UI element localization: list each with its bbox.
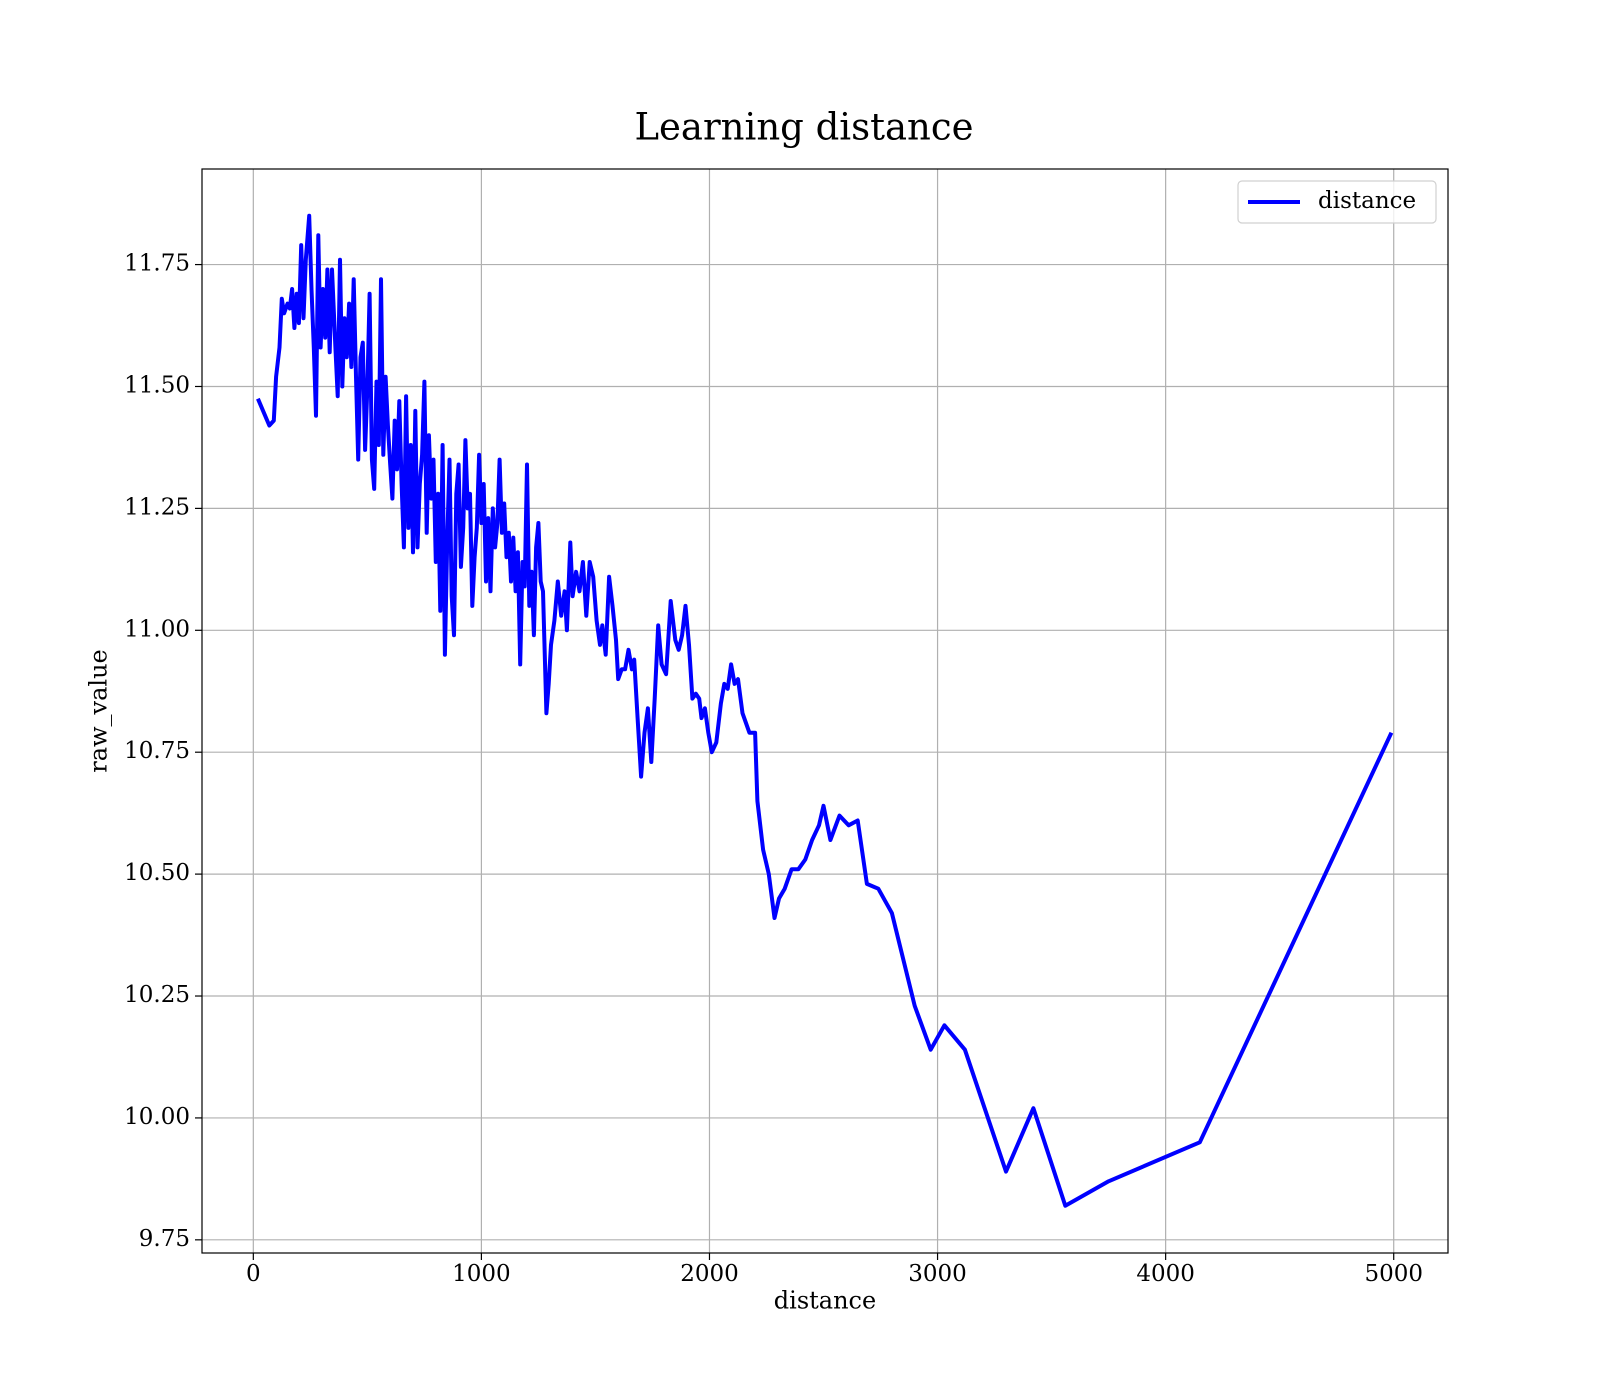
x-axis-label: distance	[774, 1287, 876, 1315]
axes-frame	[201, 168, 1449, 1254]
y-axis-label: raw_value	[85, 649, 113, 773]
legend-box	[1237, 180, 1437, 224]
x-tick-label: 3000	[908, 1261, 967, 1287]
y-tick-label: 9.75	[139, 1226, 190, 1252]
y-tick-label: 11.75	[124, 251, 190, 277]
x-tick-label: 2000	[680, 1261, 739, 1287]
x-tick-label: 0	[246, 1261, 261, 1287]
y-tick-label: 11.50	[124, 372, 190, 398]
y-tick-label: 11.25	[124, 494, 190, 520]
chart-title: Learning distance	[634, 106, 973, 149]
y-tick-label: 11.00	[124, 616, 190, 642]
data-line	[256, 213, 1394, 1208]
x-tick-label: 4000	[1136, 1261, 1195, 1287]
y-tick-label: 10.75	[124, 738, 190, 764]
y-tick-label: 10.25	[124, 982, 190, 1008]
legend-label: distance	[1318, 188, 1416, 214]
x-tick-label: 5000	[1364, 1261, 1423, 1287]
y-tick-label: 10.50	[124, 860, 190, 886]
y-tick-label: 10.00	[124, 1104, 190, 1130]
x-tick-label: 1000	[452, 1261, 511, 1287]
